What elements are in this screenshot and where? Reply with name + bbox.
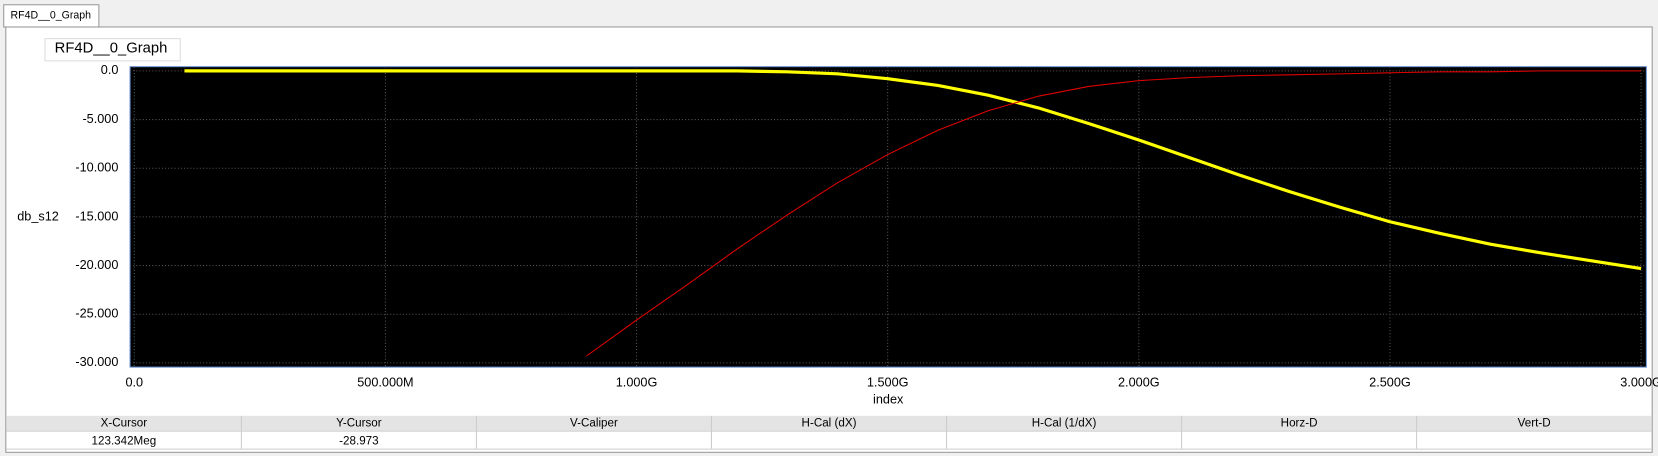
table-header: H-Cal (dX) — [802, 416, 857, 429]
y-tick-label: -30.000 — [75, 355, 118, 369]
x-tick-label: 1.000G — [616, 375, 658, 389]
x-axis-label: index — [873, 392, 904, 406]
y-tick-label: -10.000 — [75, 161, 118, 175]
plot-layer — [130, 66, 1647, 368]
tab-label[interactable]: RF4D__0_Graph — [11, 10, 92, 22]
table-header: V-Caliper — [570, 416, 618, 429]
table-header: Horz-D — [1281, 416, 1318, 429]
series-line — [184, 69, 1642, 271]
y-tick-label: -15.000 — [75, 209, 118, 223]
y-tick-label: -20.000 — [75, 258, 118, 272]
y-tick-label: 0.0 — [101, 63, 119, 77]
y-axis-label: db_s12 — [17, 209, 59, 223]
table-cell: 123.342Meg — [92, 434, 157, 447]
table-header: H-Cal (1/dX) — [1032, 416, 1097, 429]
y-tick-label: -5.000 — [82, 112, 118, 126]
table-cell: -28.973 — [339, 434, 378, 447]
x-tick-label: 500.000M — [357, 375, 413, 389]
series-line — [586, 70, 1642, 357]
table-header-row — [6, 415, 1652, 431]
x-tick-label: 2.500G — [1369, 375, 1411, 389]
table-header: Vert-D — [1518, 416, 1551, 429]
graph-title-box — [44, 38, 181, 62]
x-tick-label: 2.000G — [1118, 375, 1160, 389]
table-header: X-Cursor — [101, 416, 148, 429]
tab[interactable] — [3, 4, 100, 28]
table-header: Y-Cursor — [336, 416, 382, 429]
x-tick-label: 3.000G — [1620, 375, 1658, 389]
chart-title: RF4D__0_Graph — [55, 41, 168, 57]
x-tick-label: 0.0 — [125, 375, 143, 389]
x-tick-label: 1.500G — [867, 375, 909, 389]
y-tick-label: -25.000 — [75, 307, 118, 321]
